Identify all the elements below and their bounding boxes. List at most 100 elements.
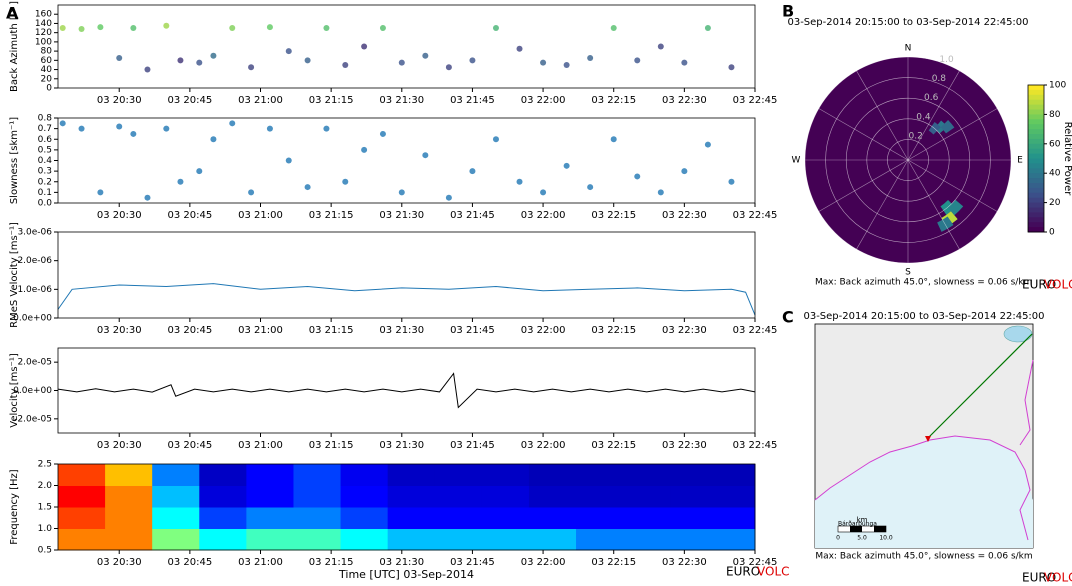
cell: [58, 464, 106, 486]
colorbar-step: [1028, 94, 1044, 101]
back-azimuth-arrow: [927, 333, 1033, 439]
cell: [199, 507, 247, 529]
point: [342, 61, 349, 68]
x-tick-label: 03 22:30: [662, 95, 707, 106]
point: [563, 61, 570, 68]
point: [130, 25, 137, 32]
x-tick-label: 03 20:45: [167, 95, 212, 106]
colorbar-step: [1028, 217, 1044, 223]
spoke: [907, 159, 998, 212]
x-tick-label: 03 22:45: [733, 210, 778, 221]
scale-unit: km: [857, 516, 868, 524]
y-axis-label: Velocity [ms⁻¹]: [9, 353, 20, 428]
plot-area: [58, 232, 755, 318]
colorbar-tick-label: 100: [1049, 81, 1066, 91]
map-caption: Max: Back azimuth 45.0°, slowness = 0.06…: [815, 552, 1032, 562]
direction-label: W: [792, 156, 801, 166]
point: [210, 52, 217, 59]
x-tick-label: 03 21:00: [238, 557, 283, 568]
direction-label: S: [905, 268, 911, 278]
point: [610, 136, 617, 143]
x-tick-label: 03 21:30: [379, 557, 424, 568]
cell: [528, 464, 577, 486]
cell: [717, 507, 756, 529]
point: [59, 25, 66, 32]
y-tick-label: 20: [41, 74, 53, 84]
x-tick-label: 03 22:00: [521, 557, 566, 568]
point: [210, 136, 217, 143]
cell: [481, 464, 530, 486]
cell: [528, 528, 577, 551]
cell: [293, 507, 342, 529]
x-tick-label: 03 21:15: [309, 325, 354, 336]
point: [516, 178, 523, 185]
point: [177, 57, 184, 64]
radial-grid: [866, 118, 950, 202]
x-tick-label: 03 21:00: [238, 325, 283, 336]
colorbar-step: [1028, 129, 1044, 135]
radial-tick-label: 0.6: [924, 93, 939, 103]
logo-volc: VOLC: [757, 565, 790, 579]
point: [177, 178, 184, 185]
cell: [152, 464, 200, 486]
cell: [246, 507, 294, 529]
spoke: [907, 70, 960, 161]
colorbar-step: [1028, 148, 1044, 155]
x-tick-label: 03 21:15: [309, 210, 354, 221]
point: [398, 189, 405, 196]
point: [379, 25, 386, 32]
x-tick-label: 03 22:15: [591, 95, 636, 106]
cell: [528, 507, 577, 529]
cell: [105, 507, 153, 529]
polar-title: 03-Sep-2014 20:15:00 to 03-Sep-2014 22:4…: [787, 17, 1028, 28]
y-tick-label: 0.1: [38, 188, 52, 198]
point: [229, 120, 236, 127]
cell: [434, 464, 483, 486]
cell: [58, 485, 106, 508]
point: [492, 136, 499, 143]
colorbar-step: [1028, 222, 1044, 228]
x-tick-label: 03 22:45: [733, 325, 778, 336]
glacier: [815, 436, 1033, 548]
y-tick-label: 2.0: [38, 481, 53, 491]
y-tick-label: 0.6: [38, 135, 53, 145]
y-tick-label: 0.8: [38, 114, 53, 124]
point: [229, 25, 236, 32]
colorbar-step: [1028, 114, 1044, 120]
point: [116, 55, 123, 62]
cell: [105, 464, 153, 486]
radial-grid: [845, 97, 971, 223]
cell: [387, 464, 436, 486]
logo-volc: VOLC: [1044, 278, 1072, 292]
colorbar-step: [1028, 89, 1044, 96]
x-tick-label: 03 22:30: [662, 325, 707, 336]
spoke: [907, 108, 998, 161]
y-tick-label: 0: [46, 84, 52, 94]
outline: [1019, 359, 1034, 446]
cell: [576, 485, 624, 508]
cell: [717, 485, 756, 508]
logo-euro: EURO: [726, 565, 760, 579]
place-label: Bárðarbunga: [838, 521, 877, 528]
panel-letter: B: [782, 2, 794, 21]
radial-grid: [825, 77, 991, 243]
logo-euro: EURO: [1022, 571, 1056, 585]
x-tick-label: 03 21:15: [309, 440, 354, 451]
cell: [340, 507, 389, 529]
point: [634, 173, 641, 180]
point: [361, 146, 368, 153]
line: [57, 283, 756, 316]
x-tick-label: 03 21:45: [450, 557, 495, 568]
cell: [105, 528, 153, 551]
cell: [340, 464, 389, 486]
point: [304, 57, 311, 64]
cell: [246, 485, 294, 508]
point: [587, 184, 594, 191]
x-tick-label: 03 21:30: [379, 95, 424, 106]
y-tick-label: 0.0e+00: [13, 386, 52, 396]
point: [248, 189, 255, 196]
point: [78, 125, 85, 132]
point: [97, 24, 104, 31]
